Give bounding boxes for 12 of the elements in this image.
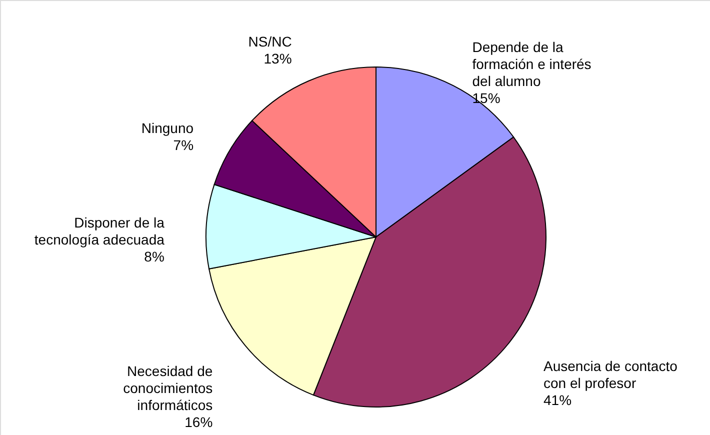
slice-label: NS/NC bbox=[248, 33, 292, 50]
slice-label: Necesidad de conocimientos informáticos bbox=[123, 363, 213, 414]
slice-label: Ausencia de contacto con el profesor bbox=[544, 358, 678, 391]
data-label: 15% bbox=[472, 90, 500, 106]
data-label: 13% bbox=[264, 50, 292, 66]
slice-label: Ninguno bbox=[141, 120, 194, 136]
data-label: 8% bbox=[144, 248, 164, 265]
data-label: 41% bbox=[544, 392, 572, 408]
slice-label: Disponer de la tecnología adecuada bbox=[34, 214, 165, 248]
data-label: 7% bbox=[173, 137, 194, 154]
slice-label: Depende de la formación e interés del alumno bbox=[472, 39, 592, 90]
data-label: 16% bbox=[184, 414, 213, 430]
